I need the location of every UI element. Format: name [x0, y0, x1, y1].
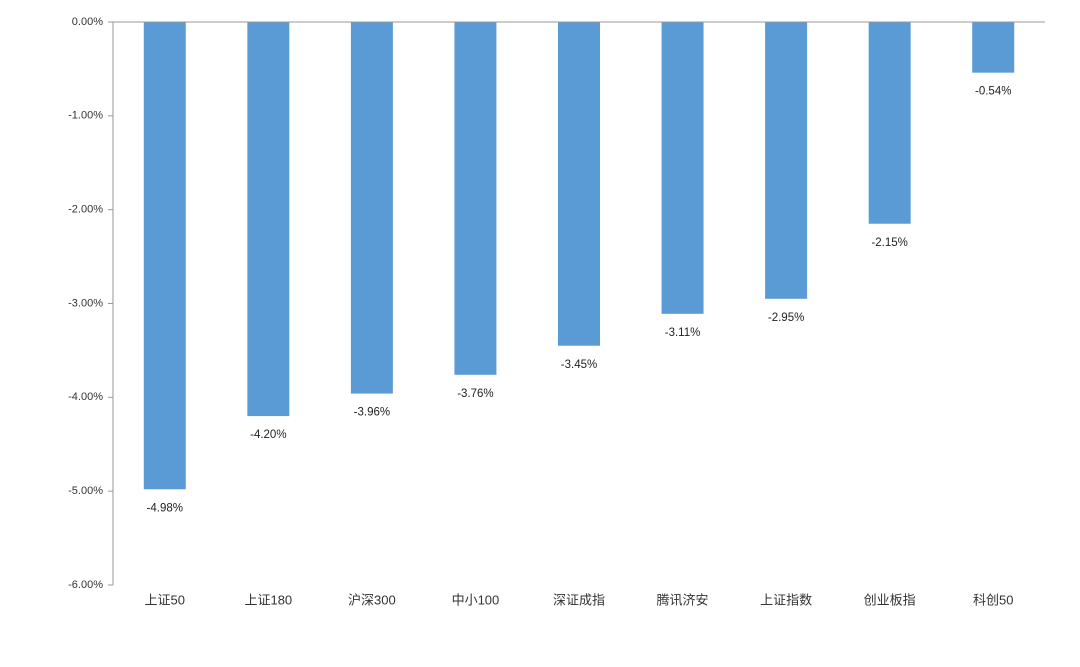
x-tick-label: 上证180 [244, 592, 292, 607]
x-tick-label: 上证指数 [760, 592, 812, 607]
x-tick-label: 深证成指 [553, 592, 605, 607]
bar [868, 22, 911, 224]
value-label: -2.15% [871, 237, 907, 249]
y-tick-label: -3.00% [68, 297, 103, 309]
bar [247, 22, 290, 417]
x-tick-label: 科创50 [973, 592, 1013, 607]
value-label: -3.11% [665, 327, 701, 339]
x-tick-label: 中小100 [452, 592, 500, 607]
bar [765, 22, 808, 299]
value-label: -0.54% [975, 86, 1011, 98]
bar [454, 22, 497, 375]
y-tick-label: -5.00% [68, 485, 103, 497]
value-label: -3.96% [354, 407, 390, 419]
x-tick-label: 创业板指 [864, 592, 916, 607]
x-tick-label: 沪深300 [348, 592, 396, 607]
value-label: -2.95% [768, 312, 804, 324]
x-tick-label: 上证50 [145, 592, 185, 607]
y-tick-label: -6.00% [68, 579, 103, 591]
y-tick-label: -2.00% [68, 204, 103, 216]
bar [350, 22, 393, 394]
bar [661, 22, 704, 314]
value-label: -3.76% [457, 388, 493, 400]
x-tick-label: 腾讯济安 [657, 592, 709, 607]
y-tick-label: 0.00% [72, 16, 103, 28]
bar [558, 22, 600, 346]
y-tick-label: -1.00% [68, 110, 103, 122]
y-tick-label: -4.00% [68, 391, 103, 403]
bar [143, 22, 186, 490]
bar [972, 22, 1015, 73]
value-label: -4.98% [147, 502, 183, 514]
value-label: -4.20% [250, 429, 286, 441]
value-label: -3.45% [561, 359, 597, 371]
